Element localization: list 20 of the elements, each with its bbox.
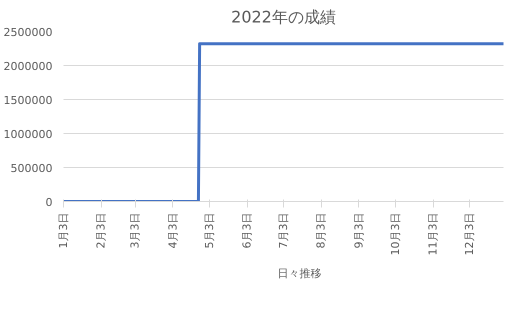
x-tick-label: 6月3日	[240, 212, 254, 248]
y-tick-label: 0	[46, 196, 52, 209]
x-tick-label: 10月3日	[388, 212, 402, 256]
x-tick-label: 3月3日	[128, 212, 142, 248]
y-tick-label: 2000000	[4, 60, 53, 73]
text: 日々推移	[278, 266, 322, 280]
y-tick-label: 1000000	[4, 128, 53, 141]
chart-title: 2022年の成績	[231, 8, 336, 26]
x-tick-label: 8月3日	[314, 212, 328, 248]
x-tick-label: 5月3日	[202, 212, 216, 248]
x-tick-label: 12月3日	[462, 212, 476, 256]
y-tick-label: 1500000	[4, 94, 53, 107]
x-tick-label: 2月3日	[94, 212, 108, 248]
y-tick-label: 500000	[10, 162, 53, 175]
y-tick-label: 2500000	[4, 26, 53, 39]
x-tick-label: 9月3日	[352, 212, 366, 248]
x-tick-label: 1月3日	[57, 212, 70, 248]
x-tick-label: 11月3日	[426, 212, 440, 256]
x-tick-label: 4月3日	[166, 212, 180, 248]
x-tick-label: 7月3日	[277, 212, 290, 248]
